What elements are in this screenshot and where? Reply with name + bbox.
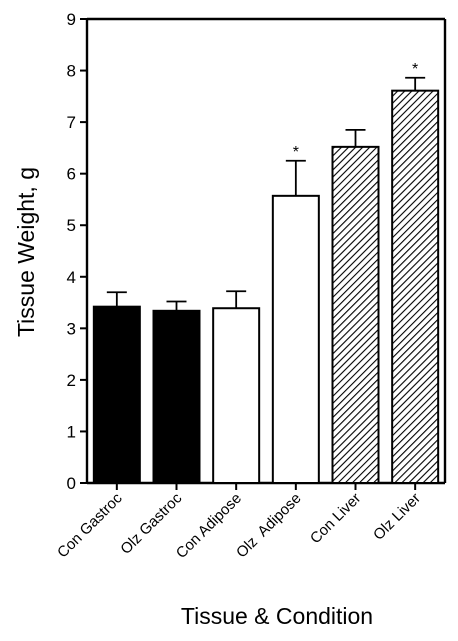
y-tick-label: 3 [67, 319, 76, 338]
x-tick-label: Con Gastroc [54, 489, 126, 561]
bar [152, 309, 201, 484]
y-tick-label: 1 [67, 422, 76, 441]
y-tick-label: 6 [67, 165, 76, 184]
bar [92, 305, 141, 484]
x-tick-label: Olz Liver [370, 490, 424, 544]
y-tick-label: 8 [67, 62, 76, 81]
significance-marker: * [412, 61, 418, 78]
bar [271, 194, 320, 485]
x-tick-label: Con Liver [307, 490, 364, 547]
significance-marker: * [293, 144, 299, 161]
y-tick-label: 7 [67, 113, 76, 132]
y-axis-title: Tissue Weight, g [13, 167, 39, 337]
y-tick-label: 2 [67, 371, 76, 390]
bar [212, 307, 261, 484]
y-tick-label: 4 [67, 268, 76, 287]
y-tick-label: 5 [67, 216, 76, 235]
bar [391, 89, 440, 484]
y-tick-label: 0 [67, 474, 76, 493]
y-tick-label: 9 [67, 10, 76, 29]
x-tick-label: Olz Adipose [233, 490, 305, 562]
bar [331, 145, 380, 484]
x-axis-title: Tissue & Condition [181, 603, 373, 629]
